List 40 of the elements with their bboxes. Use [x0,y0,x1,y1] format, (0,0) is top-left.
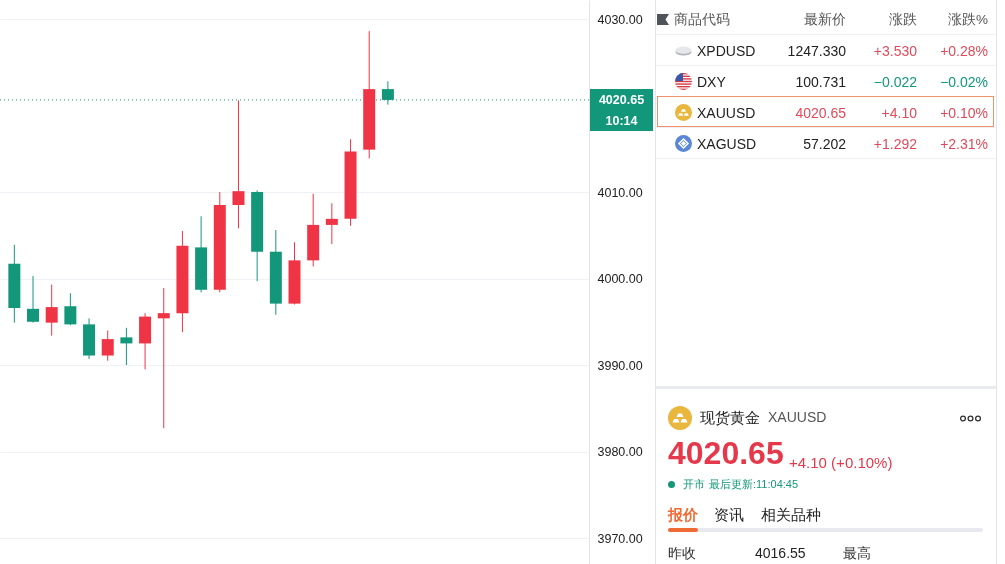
text: 4016.55 [755,544,806,562]
y-tick-label: 3970.00 [597,531,643,546]
text: +3.530 [873,42,917,59]
text: 昨收 [668,544,696,562]
text: 资讯 [714,504,744,524]
text: +2.31% [940,135,988,152]
text: 现货黄金 [700,407,760,427]
text: 4020.65 [668,434,784,473]
text: 相关品种 [761,504,821,524]
text: +0.10% [940,104,988,121]
text: 10:14 [605,113,638,128]
text: +1.292 [873,135,917,152]
text: 最高 [843,544,871,562]
text: 报价 [668,504,698,524]
category-label: XAGUSD [697,135,757,152]
text: 100.731 [795,73,846,90]
y-tick-label: 4030.00 [597,12,643,27]
text: XAUUSD [768,408,827,426]
category-label: 涨跌 [889,10,917,28]
text: 商品代码 [674,10,730,28]
text: −0.022 [873,73,917,90]
ref-line-label: 4020.65 [598,92,645,107]
text: 开市 [683,477,705,491]
text: +0.28% [940,42,988,59]
y-tick-label: 3980.00 [597,445,643,460]
y-tick-label: 4010.00 [597,185,643,200]
text: 57.202 [803,135,846,152]
text: +4.10 (+0.10%) [789,452,893,472]
category-label: DXY [697,73,726,90]
category-label: XPDUSD [697,42,756,59]
text: +4.10 [881,104,917,121]
text: 4020.65 [795,104,846,121]
y-tick-label: 4000.00 [597,272,643,287]
text: 1247.330 [787,42,846,59]
y-tick-label: 3990.00 [597,358,643,373]
category-label: 最新价 [804,10,846,28]
text: 最后更新:11:04:45 [709,477,799,491]
category-label: 涨跌% [947,10,988,28]
category-label: XAUUSD [697,104,756,121]
text: −0.02% [940,73,988,90]
